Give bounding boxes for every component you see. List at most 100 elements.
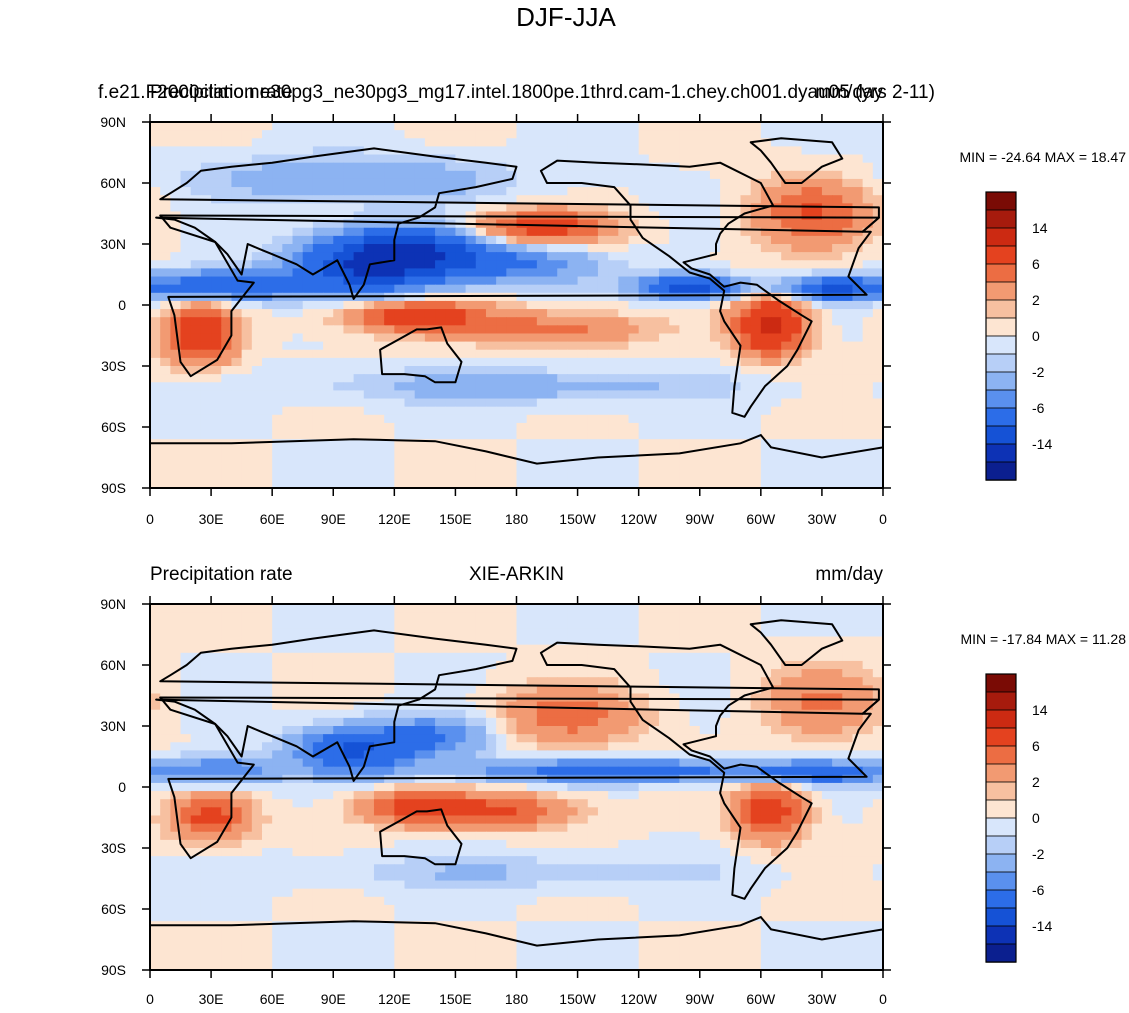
field-cell: [160, 422, 171, 432]
field-cell: [801, 717, 813, 727]
field-cell: [699, 227, 711, 237]
field-cell: [536, 341, 548, 351]
field-cell: [699, 260, 711, 269]
field-cell: [475, 333, 487, 343]
field-cell: [241, 717, 253, 727]
field-cell: [832, 612, 843, 621]
field-cell: [404, 439, 416, 448]
field-cell: [200, 300, 212, 310]
field-cell: [353, 685, 365, 695]
field-cell: [485, 414, 497, 424]
field-cell: [384, 122, 395, 131]
field-cell: [577, 276, 589, 286]
field-cell: [659, 612, 670, 621]
field-cell: [781, 455, 792, 465]
field-cell: [720, 766, 731, 776]
field-cell: [200, 130, 212, 139]
field-cell: [506, 366, 518, 375]
field-cell: [872, 252, 883, 261]
field-cell: [862, 292, 874, 302]
field-cell: [424, 154, 436, 164]
field-cell: [811, 284, 823, 294]
field-cell: [709, 677, 721, 686]
field-cell: [648, 317, 660, 326]
field-cell: [160, 227, 171, 237]
field-cell: [557, 685, 568, 695]
field-cell: [669, 620, 680, 629]
field-cell: [618, 276, 630, 286]
field-cell: [251, 138, 263, 147]
field-cell: [821, 439, 833, 448]
field-cell: [791, 709, 803, 719]
field-cell: [272, 479, 283, 488]
field-cell: [150, 717, 161, 727]
field-cell: [628, 652, 640, 662]
field-cell: [811, 782, 823, 792]
field-cell: [771, 742, 782, 751]
field-cell: [567, 709, 579, 719]
field-cell: [353, 620, 365, 629]
field-cell: [180, 317, 192, 326]
field-cell: [435, 644, 446, 654]
field-cell: [180, 758, 192, 768]
field-cell: [760, 138, 772, 147]
field-cell: [516, 170, 528, 180]
field-cell: [424, 244, 436, 253]
field-cell: [832, 422, 843, 432]
field-cell: [689, 439, 701, 448]
field-cell: [200, 636, 212, 646]
field-cell: [628, 317, 640, 326]
field-cell: [547, 203, 558, 213]
field-cell: [628, 138, 640, 147]
field-cell: [200, 252, 212, 261]
field-cell: [852, 774, 864, 784]
field-cell: [292, 122, 304, 131]
field-cell: [811, 219, 823, 229]
field-cell: [648, 604, 660, 613]
field-cell: [272, 195, 283, 204]
field-cell: [302, 333, 314, 343]
field-cell: [343, 300, 355, 310]
field-cell: [445, 644, 457, 654]
field-cell: [821, 398, 833, 408]
field-cell: [760, 414, 772, 424]
field-cell: [536, 604, 548, 613]
field-cell: [597, 463, 609, 473]
field-cell: [679, 130, 691, 139]
field-cell: [689, 669, 701, 678]
field-cell: [435, 628, 446, 638]
field-cell: [536, 195, 548, 204]
field-cell: [567, 758, 579, 768]
field-cell: [781, 774, 792, 784]
field-cell: [872, 138, 883, 147]
field-cell: [211, 382, 222, 391]
field-cell: [180, 431, 192, 440]
field-cell: [557, 162, 568, 172]
field-cell: [842, 154, 854, 164]
field-cell: [577, 471, 589, 481]
field-cell: [679, 268, 691, 278]
field-cell: [750, 244, 762, 253]
field-cell: [465, 620, 477, 629]
field-cell: [679, 726, 691, 735]
field-cell: [557, 357, 568, 367]
field-cell: [231, 447, 243, 457]
field-cell: [241, 309, 253, 318]
field-cell: [475, 734, 487, 743]
field-cell: [597, 374, 609, 383]
field-cell: [791, 292, 803, 302]
field-cell: [842, 742, 854, 751]
field-cell: [740, 636, 752, 646]
field-cell: [373, 677, 385, 686]
field-cell: [638, 317, 650, 326]
field-cell: [261, 357, 273, 367]
field-cell: [292, 325, 304, 335]
field-cell: [536, 252, 548, 261]
field-cell: [261, 317, 273, 326]
field-cell: [424, 774, 436, 784]
field-cell: [536, 758, 548, 768]
field-cell: [547, 382, 558, 391]
field-cell: [414, 636, 426, 646]
field-cell: [414, 447, 426, 457]
field-cell: [353, 742, 365, 751]
